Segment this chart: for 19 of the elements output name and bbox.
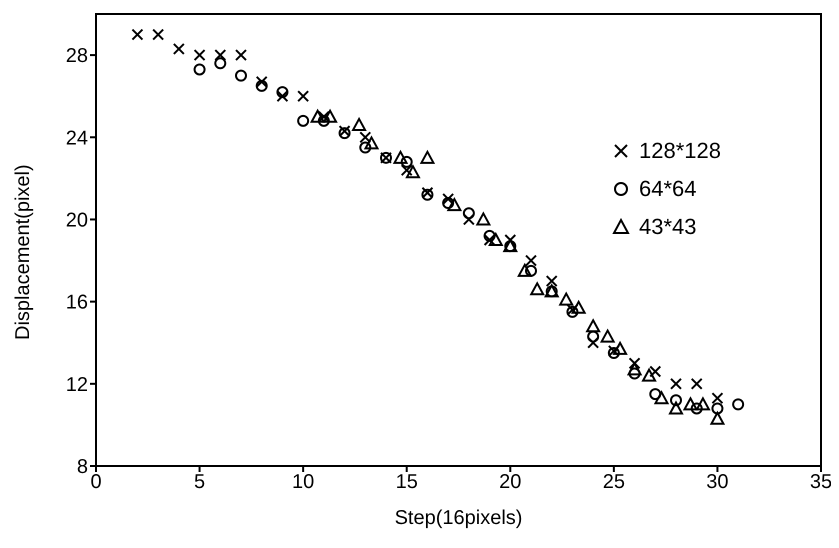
x-tick-label: 30	[706, 471, 729, 494]
y-tick-label: 28	[66, 45, 88, 68]
x-tick-label: 20	[499, 471, 522, 494]
legend-label: 64*64	[639, 176, 697, 202]
y-tick-label: 16	[66, 292, 88, 314]
x-tick-label: 35	[810, 471, 832, 494]
y-axis-title: Displacement(pixel)	[12, 164, 34, 340]
y-tick-label: 24	[66, 127, 88, 150]
y-tick-label: 12	[66, 374, 88, 396]
x-tick-label: 10	[292, 471, 314, 494]
x-tick-label: 15	[396, 471, 418, 494]
x-tick-label: 0	[90, 471, 102, 494]
x-tick-label: 5	[194, 471, 206, 494]
y-tick-label: 20	[66, 210, 88, 232]
legend-label: 128*128	[639, 138, 721, 164]
x-axis-title: Step(16pixels)	[394, 507, 522, 529]
legend-label: 43*43	[639, 214, 697, 240]
y-tick-label: 8	[76, 456, 88, 478]
x-tick-label: 25	[602, 471, 625, 494]
